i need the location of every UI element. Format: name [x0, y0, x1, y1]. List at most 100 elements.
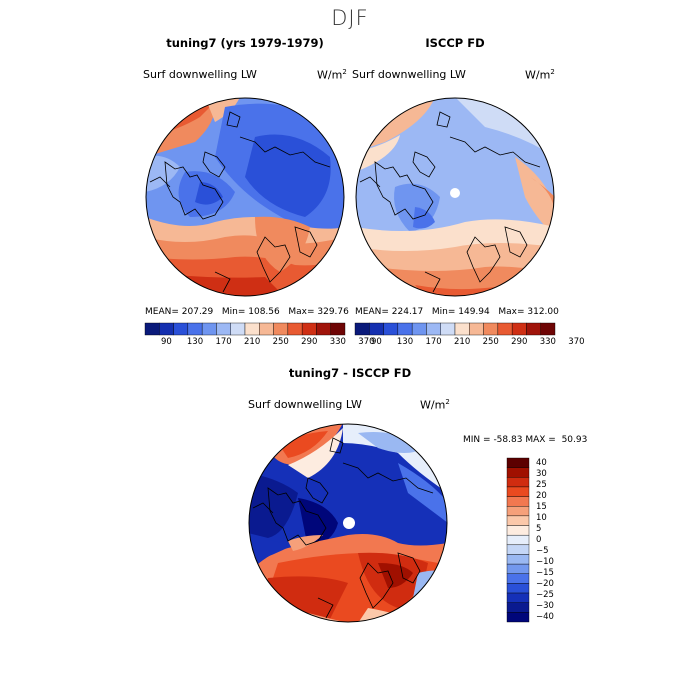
model-colorbar [144, 322, 346, 336]
model-mean-value: 207.29 [181, 307, 214, 317]
obs-colorbar-swatch [440, 322, 456, 336]
model-colorbar-swatch [187, 322, 203, 336]
model-colorbar-swatch [259, 322, 274, 336]
diff-colorbar-swatch [506, 467, 530, 478]
diff-colorbar-swatch [506, 506, 530, 517]
diff-polar-map [248, 423, 448, 623]
diff-colorbar-swatch [506, 544, 530, 555]
model-colorbar-tick-label: 210 [244, 337, 261, 347]
model-min-value: 108.56 [248, 307, 280, 317]
obs-min-value: 149.94 [458, 307, 490, 317]
obs-max-value: 312.00 [527, 307, 559, 317]
obs-colorbar-ticks: 90 130 170 210 250 290 330 370 [355, 337, 585, 349]
model-colorbar-swatch [144, 322, 160, 336]
diff-colorbar-swatch [506, 477, 530, 488]
diff-colorbar [506, 457, 530, 623]
diff-colorbar-swatch [506, 496, 530, 507]
diff-colorbar-swatch [506, 457, 530, 468]
obs-colorbar-swatch [354, 322, 370, 336]
obs-colorbar-tick-label: 210 [454, 337, 471, 347]
diff-colorbar-tick-label: −5 [536, 546, 549, 557]
diff-colorbar-swatch [506, 612, 530, 623]
model-colorbar-swatch [244, 322, 260, 336]
model-colorbar-swatch [316, 322, 331, 336]
obs-colorbar-tick-label: 250 [482, 337, 499, 347]
obs-colorbar-swatch [511, 322, 527, 336]
model-colorbar-swatch [230, 322, 246, 336]
diff-colorbar-swatch [506, 573, 530, 584]
diff-colorbar-tick-label: −20 [536, 579, 554, 590]
obs-units-label: W/m2 [525, 68, 555, 82]
obs-colorbar [354, 322, 556, 336]
model-panel-title: tuning7 (yrs 1979-1979) [166, 36, 324, 50]
diff-colorbar-tick-label: 0 [536, 535, 542, 545]
diff-colorbar-swatch [506, 486, 530, 497]
model-colorbar-swatch [216, 322, 231, 336]
diff-colorbar-swatch [506, 592, 530, 603]
diff-colorbar-tick-label: 25 [536, 479, 547, 490]
model-stats: MEAN= 207.29 Min= 108.56 Max= 329.76 [145, 307, 349, 317]
diff-colorbar-swatch [506, 515, 530, 526]
model-colorbar-ticks: 90 130 170 210 250 290 330 370 [145, 337, 375, 349]
diff-colorbar-tick-label: −15 [536, 568, 554, 579]
obs-colorbar-tick-label: 370 [568, 337, 585, 347]
obs-panel-title: ISCCP FD [425, 36, 485, 50]
obs-colorbar-swatch [397, 322, 413, 336]
model-units-label: W/m2 [317, 68, 347, 82]
model-variable-label: Surf downwelling LW [143, 68, 257, 81]
model-colorbar-swatch [273, 322, 289, 336]
obs-colorbar-tick-label: 90 [371, 337, 382, 347]
obs-variable-label: Surf downwelling LW [352, 68, 466, 81]
obs-colorbar-tick-label: 130 [396, 337, 414, 347]
diff-colorbar-swatch [506, 525, 530, 536]
obs-colorbar-swatch [426, 322, 441, 336]
diff-units-label: W/m2 [420, 398, 450, 412]
diff-colorbar-tick-label: 15 [536, 501, 547, 512]
model-colorbar-swatch [201, 322, 217, 336]
model-colorbar-swatch [330, 322, 346, 336]
obs-colorbar-swatch [497, 322, 513, 336]
diff-colorbar-tick-label: −40 [536, 612, 554, 623]
diff-colorbar-tick-label: −10 [536, 557, 554, 568]
diff-colorbar-swatch [506, 534, 530, 546]
diff-max-value: 50.93 [561, 435, 588, 445]
obs-stats: MEAN= 224.17 Min= 149.94 Max= 312.00 [355, 307, 559, 317]
obs-mean-value: 224.17 [391, 307, 424, 317]
obs-colorbar-swatch [483, 322, 499, 336]
diff-colorbar-tick-label: −30 [536, 601, 554, 612]
obs-colorbar-swatch [526, 322, 541, 336]
diff-colorbar-swatch [506, 583, 530, 594]
obs-colorbar-swatch [383, 322, 399, 336]
model-polar-map [145, 97, 345, 297]
model-colorbar-tick-label: 330 [329, 337, 346, 347]
obs-colorbar-swatch [454, 322, 470, 336]
obs-colorbar-swatch [540, 322, 556, 336]
diff-panel-title: tuning7 - ISCCP FD [288, 366, 412, 380]
diff-colorbar-swatch [506, 554, 530, 565]
model-colorbar-swatch [301, 322, 317, 336]
obs-colorbar-swatch [369, 322, 384, 336]
model-colorbar-tick-label: 170 [215, 337, 232, 347]
diff-colorbar-swatch [506, 563, 530, 574]
diff-colorbar-tick-label: 20 [536, 490, 547, 501]
model-max-value: 329.76 [317, 307, 349, 317]
diff-colorbar-tick-label: −25 [536, 590, 554, 601]
diff-stats: MIN = -58.83 MAX = 50.93 [463, 435, 588, 445]
model-colorbar-tick-label: 290 [301, 337, 318, 347]
diff-colorbar-tick-label: 40 [536, 457, 547, 468]
diff-variable-label: Surf downwelling LW [248, 398, 362, 411]
obs-colorbar-swatch [469, 322, 484, 336]
model-colorbar-tick-label: 370 [358, 337, 375, 347]
model-colorbar-tick-label: 130 [186, 337, 204, 347]
model-colorbar-swatch [287, 322, 303, 336]
diff-colorbar-ticks: 40 30 25 20 15 10 5 0 −5 −10 −15 −20 −25 −30 −40 [536, 458, 576, 622]
obs-colorbar-swatch [411, 322, 427, 336]
diff-colorbar-tick-label: 30 [536, 468, 547, 479]
obs-colorbar-tick-label: 290 [511, 337, 528, 347]
obs-colorbar-tick-label: 170 [425, 337, 442, 347]
obs-polar-map [355, 97, 555, 297]
obs-colorbar-tick-label: 330 [539, 337, 556, 347]
figure-title: DJF [331, 6, 369, 30]
diff-colorbar-swatch [506, 602, 530, 613]
diff-colorbar-tick-label: 10 [536, 512, 547, 523]
